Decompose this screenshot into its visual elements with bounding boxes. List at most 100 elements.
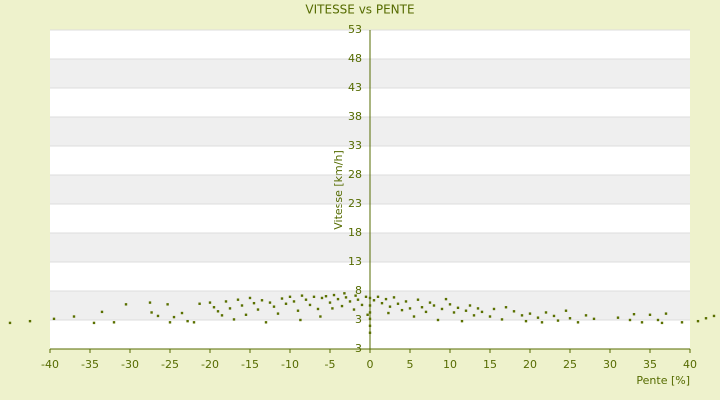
- point: [312, 295, 316, 298]
- y-tick-label: 43: [348, 81, 362, 94]
- point: [280, 297, 284, 300]
- point: [712, 314, 716, 318]
- point: [396, 302, 400, 305]
- point: [520, 314, 524, 317]
- point: [436, 318, 440, 322]
- y-tick-label: 8: [355, 284, 362, 297]
- point: [544, 311, 548, 314]
- point: [319, 315, 322, 318]
- point: [228, 307, 232, 310]
- x-tick-label: 25: [563, 358, 577, 371]
- point: [148, 301, 152, 304]
- point: [352, 308, 356, 311]
- point: [472, 314, 476, 317]
- chart-title: VITESSE vs PENTE: [305, 3, 414, 17]
- y-tick-label: 38: [348, 110, 362, 123]
- point: [492, 307, 496, 311]
- point: [424, 310, 428, 314]
- x-tick-label: -15: [241, 358, 259, 371]
- point: [488, 315, 492, 318]
- point: [156, 314, 160, 318]
- x-tick-label: 40: [683, 358, 697, 371]
- point: [432, 304, 436, 307]
- point: [388, 305, 392, 308]
- point: [348, 300, 352, 303]
- point: [616, 316, 620, 319]
- point: [316, 307, 320, 311]
- point: [332, 293, 336, 297]
- point: [464, 309, 468, 312]
- x-tick-label: -20: [201, 358, 219, 371]
- point: [296, 309, 300, 312]
- point: [384, 297, 388, 301]
- point: [628, 318, 632, 322]
- point: [100, 310, 104, 314]
- point: [452, 311, 456, 314]
- y-axis-label: Vitesse [km/h]: [332, 150, 345, 230]
- point: [556, 319, 560, 322]
- point: [664, 312, 668, 315]
- point: [648, 313, 652, 316]
- x-tick-label: 5: [407, 358, 414, 371]
- x-tick-label: -35: [81, 358, 99, 371]
- point: [460, 319, 464, 323]
- point: [166, 303, 169, 306]
- point: [220, 314, 224, 317]
- point: [244, 313, 248, 316]
- point: [252, 301, 256, 305]
- point: [268, 301, 272, 304]
- point: [536, 316, 540, 319]
- point: [360, 303, 364, 307]
- x-tick-label: -40: [41, 358, 59, 371]
- point: [500, 318, 504, 321]
- point: [468, 304, 472, 307]
- point: [52, 317, 56, 321]
- point: [387, 311, 390, 315]
- point: [376, 295, 380, 298]
- point: [8, 321, 12, 325]
- point: [300, 294, 304, 297]
- point: [368, 311, 372, 314]
- point: [256, 308, 260, 311]
- point: [368, 296, 372, 300]
- point: [331, 307, 334, 310]
- point: [420, 306, 424, 309]
- point: [336, 297, 340, 301]
- point: [504, 306, 508, 309]
- point: [528, 312, 532, 315]
- point: [656, 318, 660, 322]
- point: [704, 317, 708, 320]
- point: [180, 311, 184, 315]
- x-axis-label: Pente [%]: [636, 374, 690, 387]
- point: [368, 317, 372, 321]
- point: [380, 301, 384, 305]
- point: [564, 309, 568, 312]
- point: [308, 303, 312, 307]
- point: [28, 319, 32, 323]
- point: [248, 296, 252, 300]
- point: [632, 313, 636, 316]
- x-tick-label: 20: [523, 358, 537, 371]
- point: [276, 312, 280, 315]
- point: [552, 314, 556, 318]
- point: [660, 321, 664, 325]
- point: [260, 299, 264, 302]
- point: [124, 303, 128, 306]
- point: [404, 300, 408, 303]
- point: [72, 315, 76, 318]
- point: [540, 321, 544, 324]
- point: [568, 317, 572, 320]
- point: [696, 319, 700, 323]
- y-tick-label: 3: [355, 313, 362, 326]
- point: [92, 321, 96, 325]
- point: [343, 292, 346, 295]
- point: [324, 295, 328, 298]
- y-tick-label: 28: [348, 168, 362, 181]
- point: [232, 318, 236, 321]
- x-tick-label: 30: [603, 358, 617, 371]
- point: [320, 296, 324, 300]
- point: [240, 304, 244, 307]
- point: [168, 321, 172, 324]
- point: [368, 331, 372, 334]
